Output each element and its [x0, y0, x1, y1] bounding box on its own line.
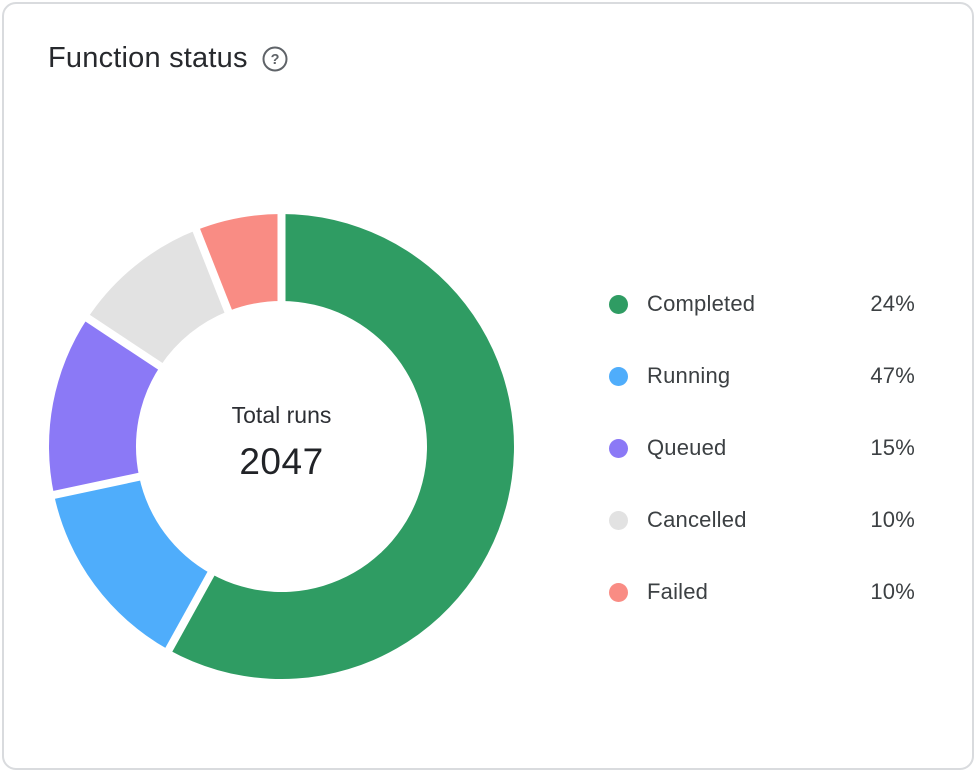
legend-dot-cancelled [609, 510, 628, 530]
donut-chart: Total runs 2047 [49, 214, 514, 679]
segment-gap [163, 444, 285, 656]
segment-gap [49, 442, 283, 500]
legend-value-running: 47% [870, 363, 915, 388]
legend-value-cancelled: 10% [870, 507, 915, 532]
help-glyph: ? [270, 52, 279, 68]
segment-gap [191, 224, 286, 448]
legend-value-failed: 10% [870, 579, 915, 604]
donut-segment-failed[interactable] [196, 214, 282, 312]
legend-item-queued: Queued 15% [609, 435, 915, 460]
donut-segment-running[interactable] [54, 476, 211, 650]
legend-value-queued: 15% [870, 435, 915, 460]
legend-label-running: Running [647, 363, 731, 388]
legend-item-completed: Completed 24% [609, 291, 915, 316]
segment-gap [82, 312, 284, 450]
donut-svg [49, 214, 514, 679]
legend-label-queued: Queued [647, 435, 727, 460]
legend-label-completed: Completed [647, 291, 756, 316]
legend-label-cancelled: Cancelled [647, 507, 747, 532]
legend-dot-completed [609, 294, 628, 314]
legend-dot-running [609, 366, 628, 386]
legend-item-running: Running 47% [609, 363, 915, 388]
legend-dot-failed [609, 582, 628, 602]
donut-segment-queued[interactable] [49, 318, 161, 495]
donut-segment-completed[interactable] [168, 214, 514, 679]
legend-dot-queued [609, 438, 628, 458]
page-title: Function status [48, 42, 248, 74]
donut-segment-cancelled[interactable] [87, 230, 229, 367]
legend-item-failed: Failed 10% [609, 579, 915, 604]
chart-legend: Completed 24% Running 47% Queued 15% Cancelled… [609, 291, 915, 604]
legend-value-completed: 24% [870, 291, 915, 316]
legend-label-failed: Failed [647, 579, 709, 604]
card-header: Function status ? [48, 42, 288, 75]
help-icon[interactable]: ? [262, 46, 288, 72]
legend-item-cancelled: Cancelled 10% [609, 507, 915, 532]
